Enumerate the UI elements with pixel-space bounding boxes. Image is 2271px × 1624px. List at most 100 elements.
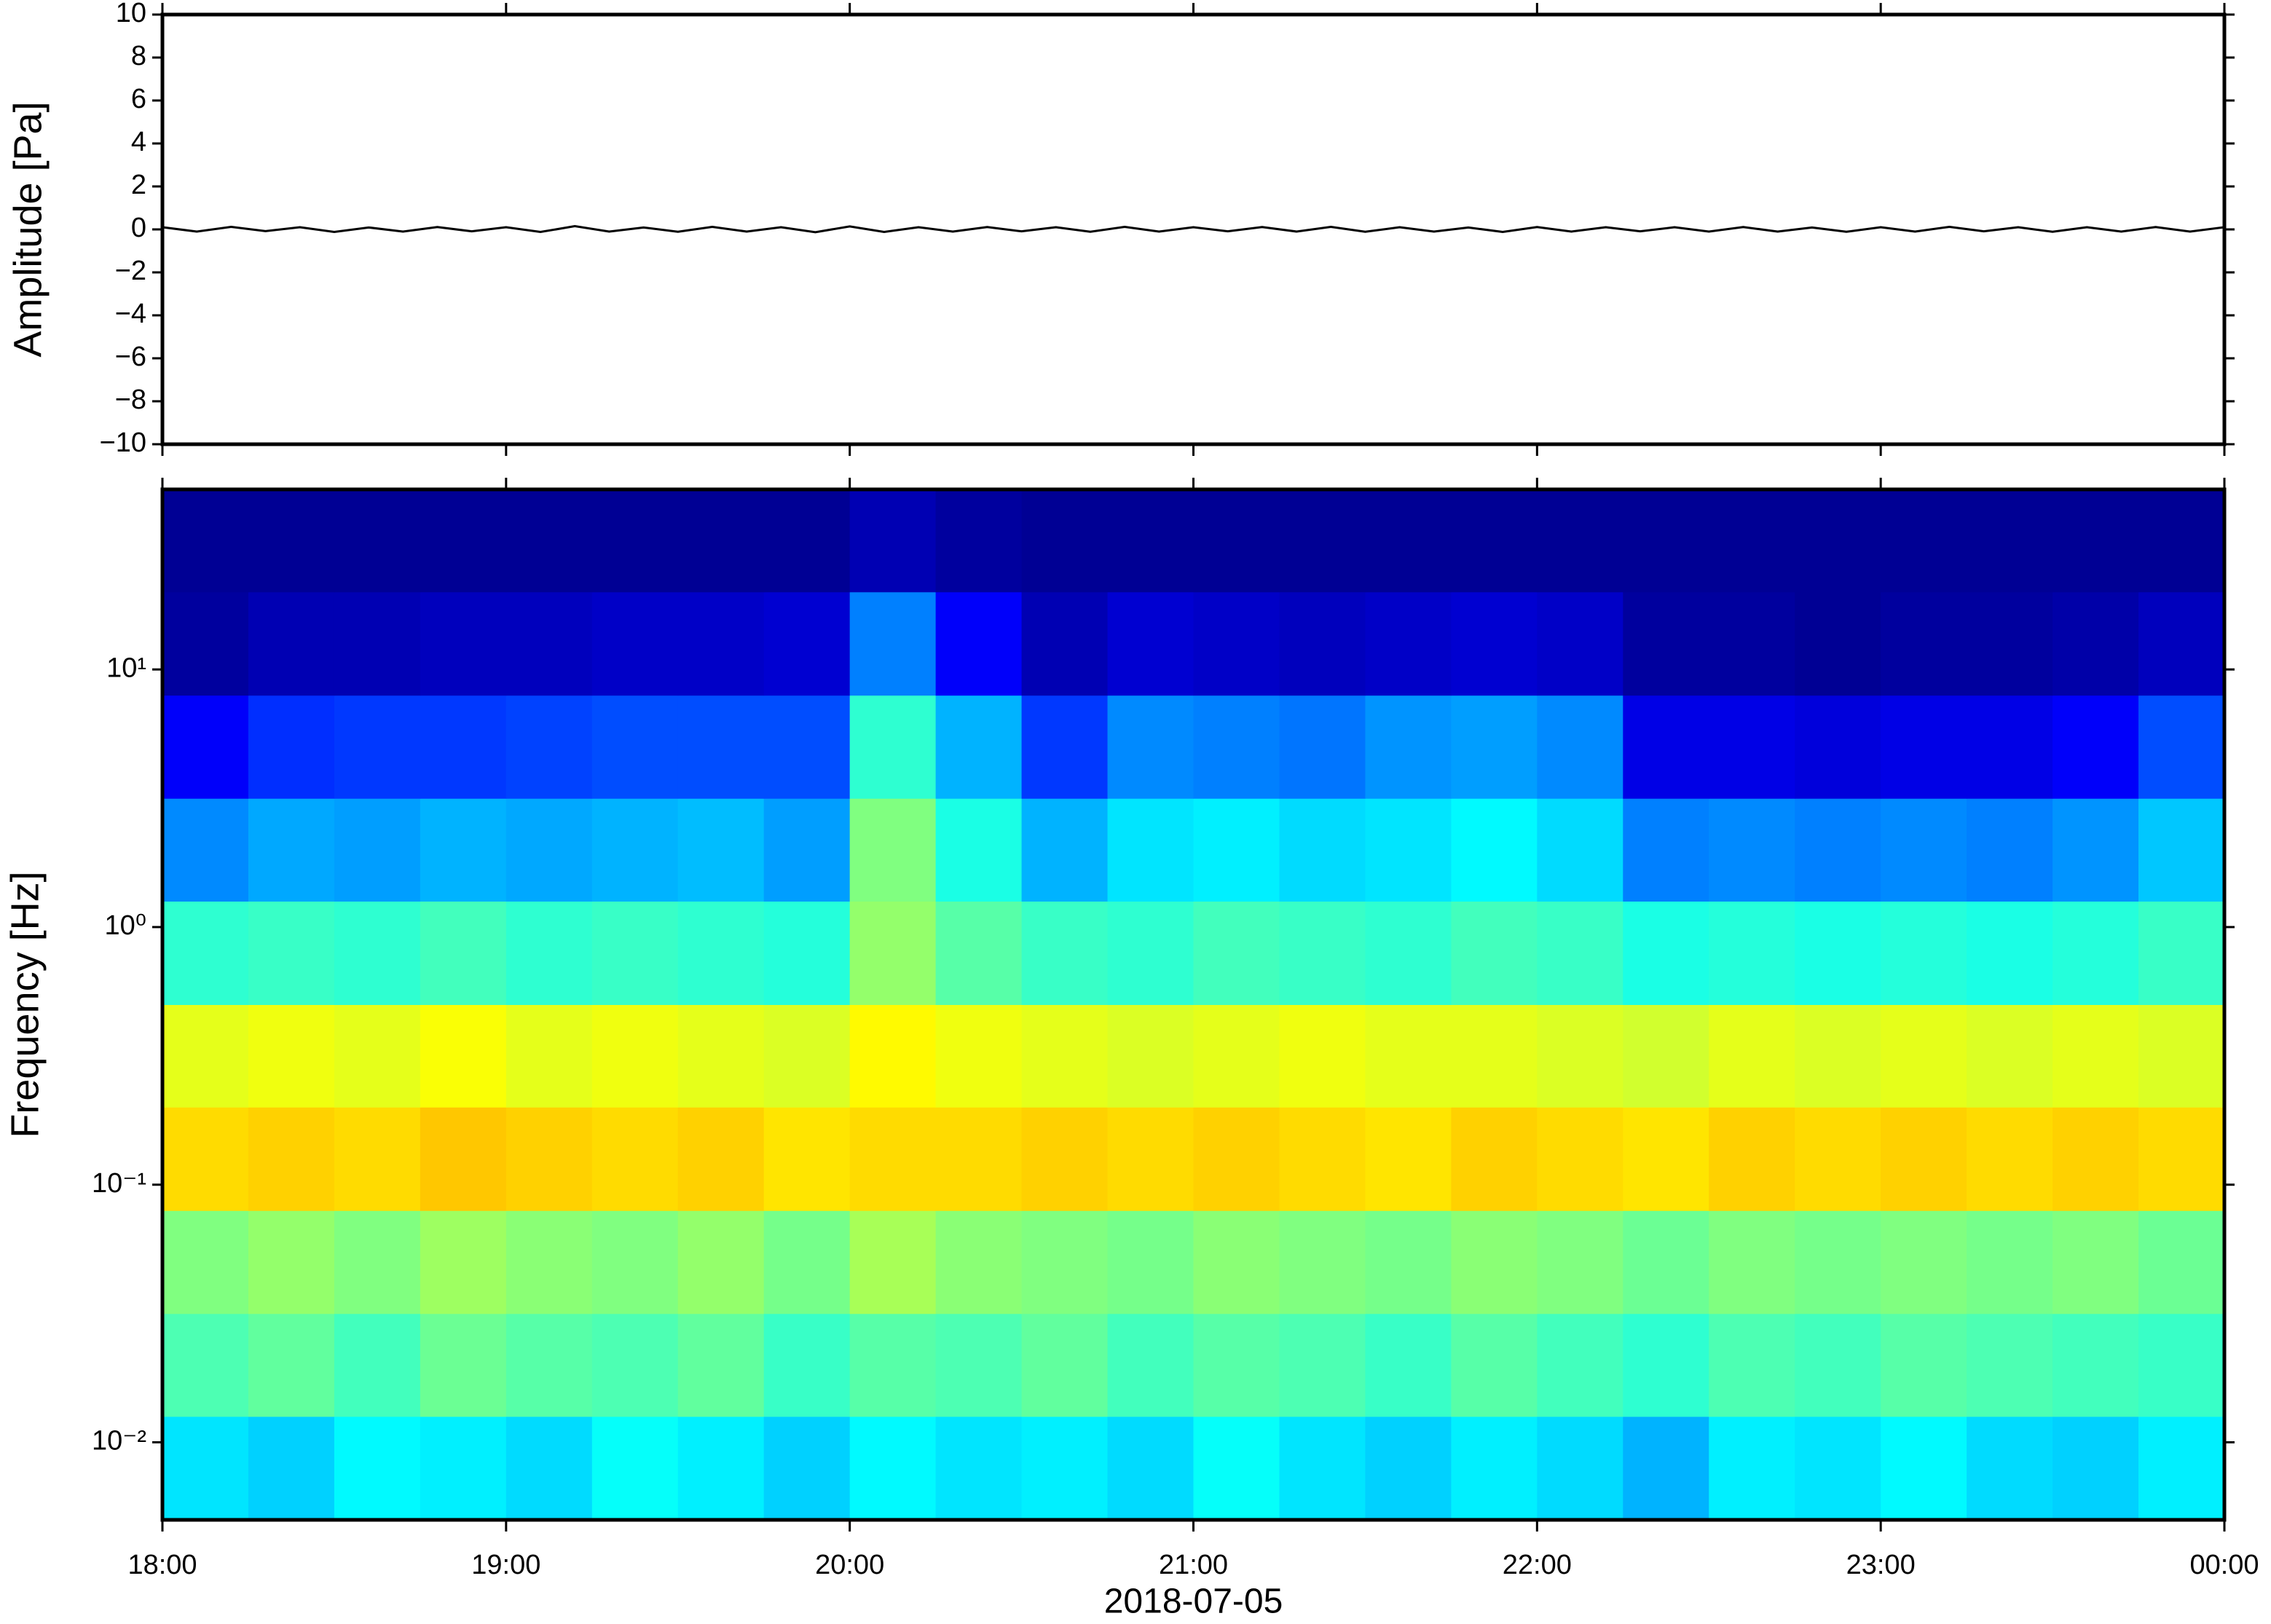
spectrogram-cell — [763, 591, 851, 696]
y-axis-label: Amplitude [Pa] — [6, 101, 50, 357]
spectrogram-cell — [763, 695, 851, 799]
spectrogram-cell — [162, 591, 249, 696]
spectrogram-cell — [677, 1004, 765, 1108]
spectrogram-cell — [1709, 1107, 1795, 1211]
y-tick-label: 4 — [131, 127, 146, 157]
spectrogram-cell — [935, 1416, 1023, 1521]
spectrogram-cell — [1279, 1416, 1366, 1521]
spectrogram-cell — [2052, 1004, 2139, 1108]
y-tick-label: −10 — [100, 427, 146, 458]
spectrogram-cell — [2138, 1210, 2225, 1314]
spectrogram-cell — [1537, 1210, 1623, 1314]
spectrogram-cell — [505, 489, 593, 593]
spectrogram-cell — [1795, 798, 1881, 902]
spectrogram-cell — [420, 1416, 507, 1521]
spectrogram-cell — [1193, 489, 1280, 593]
spectrogram-cell — [505, 695, 593, 799]
spectrogram-cell — [2138, 1107, 2225, 1211]
spectrogram-cell — [1451, 1210, 1538, 1314]
spectrogram-cell — [1967, 1004, 2053, 1108]
spectrogram-cell — [505, 1004, 593, 1108]
spectrogram-cell — [334, 1416, 421, 1521]
spectrogram-cell — [1107, 798, 1194, 902]
spectrogram-cell — [591, 1107, 679, 1211]
spectrogram-cell — [1795, 1313, 1881, 1417]
spectrogram-cell — [334, 798, 421, 902]
spectrogram-cell — [1795, 695, 1881, 799]
spectrogram-cell — [248, 489, 335, 593]
spectrogram-cell — [334, 901, 421, 1005]
spectrogram-cell — [248, 901, 335, 1005]
spectrogram-cell — [763, 1107, 851, 1211]
spectrogram-cell — [1279, 591, 1366, 696]
spectrogram-cell — [677, 901, 765, 1005]
spectrogram-cell — [2138, 1313, 2225, 1417]
spectrogram-cell — [1279, 489, 1366, 593]
spectrogram-cell — [1365, 695, 1452, 799]
spectrogram-cell — [1709, 1313, 1795, 1417]
spectrogram-cell — [1967, 489, 2053, 593]
spectrogram-cell — [591, 1313, 679, 1417]
spectrogram-cell — [1623, 1416, 1709, 1521]
spectrogram-cell — [1021, 695, 1109, 799]
spectrogram-cell — [591, 1210, 679, 1314]
spectrogram-cell — [1795, 489, 1881, 593]
spectrogram-cell — [420, 489, 507, 593]
spectrogram-cell — [935, 1004, 1023, 1108]
spectrogram-cell — [1193, 901, 1280, 1005]
spectrogram-cell — [849, 1107, 937, 1211]
spectrogram-cell — [935, 798, 1023, 902]
spectrogram-cell — [1021, 798, 1109, 902]
spectrogram-cell — [1709, 1004, 1795, 1108]
spectrogram-cell — [935, 695, 1023, 799]
spectrogram-cell — [1107, 1313, 1194, 1417]
spectrogram-cell — [1967, 901, 2053, 1005]
spectrogram-cell — [1623, 591, 1709, 696]
spectrogram-cell — [1537, 591, 1623, 696]
x-tick-label: 00:00 — [2189, 1550, 2259, 1580]
spectrogram-cell — [849, 1416, 937, 1521]
spectrogram-cell — [1623, 798, 1709, 902]
spectrogram-cell — [2052, 489, 2139, 593]
spectrogram-cell — [420, 1210, 507, 1314]
spectrogram-cell — [1193, 1107, 1280, 1211]
spectrogram-cell — [1451, 1416, 1538, 1521]
spectrogram-cell — [935, 1313, 1023, 1417]
spectrogram-cell — [1021, 1210, 1109, 1314]
spectrogram-cell — [591, 798, 679, 902]
spectrogram-cell — [1193, 1313, 1280, 1417]
spectrogram-cell — [1795, 591, 1881, 696]
spectrogram-cell — [1107, 489, 1194, 593]
spectrogram-cell — [1279, 1004, 1366, 1108]
spectrogram-cell — [1021, 1313, 1109, 1417]
spectrogram-cell — [248, 1313, 335, 1417]
spectrogram-cell — [505, 1313, 593, 1417]
x-axis-label: 2018-07-05 — [1104, 1582, 1283, 1621]
spectrogram-cell — [763, 1004, 851, 1108]
spectrogram-cell — [505, 798, 593, 902]
y-tick-label: 6 — [131, 84, 146, 114]
spectrogram-cell — [1365, 1210, 1452, 1314]
spectrogram-cell — [505, 1210, 593, 1314]
spectrogram-cell — [935, 1210, 1023, 1314]
y-tick-label: 2 — [131, 170, 146, 200]
spectrogram-cell — [420, 1313, 507, 1417]
spectrogram-cell — [1623, 1313, 1709, 1417]
spectrogram-cell — [677, 1107, 765, 1211]
y-tick-label: 10⁰ — [104, 910, 146, 941]
spectrogram-cell — [1107, 695, 1194, 799]
spectrogram-cell — [1451, 695, 1538, 799]
spectrogram-cell — [162, 901, 249, 1005]
spectrogram-cell — [2138, 798, 2225, 902]
spectrogram-cell — [162, 798, 249, 902]
spectrogram-cell — [849, 1004, 937, 1108]
spectrogram-cell — [1279, 798, 1366, 902]
y-tick-label: −4 — [115, 299, 146, 329]
spectrogram-cell — [1021, 591, 1109, 696]
spectrogram-cell — [1193, 591, 1280, 696]
spectrogram-cell — [1451, 1313, 1538, 1417]
spectrogram-cell — [2052, 1210, 2139, 1314]
waveform — [162, 225, 2225, 234]
spectrogram-cell — [1021, 1416, 1109, 1521]
